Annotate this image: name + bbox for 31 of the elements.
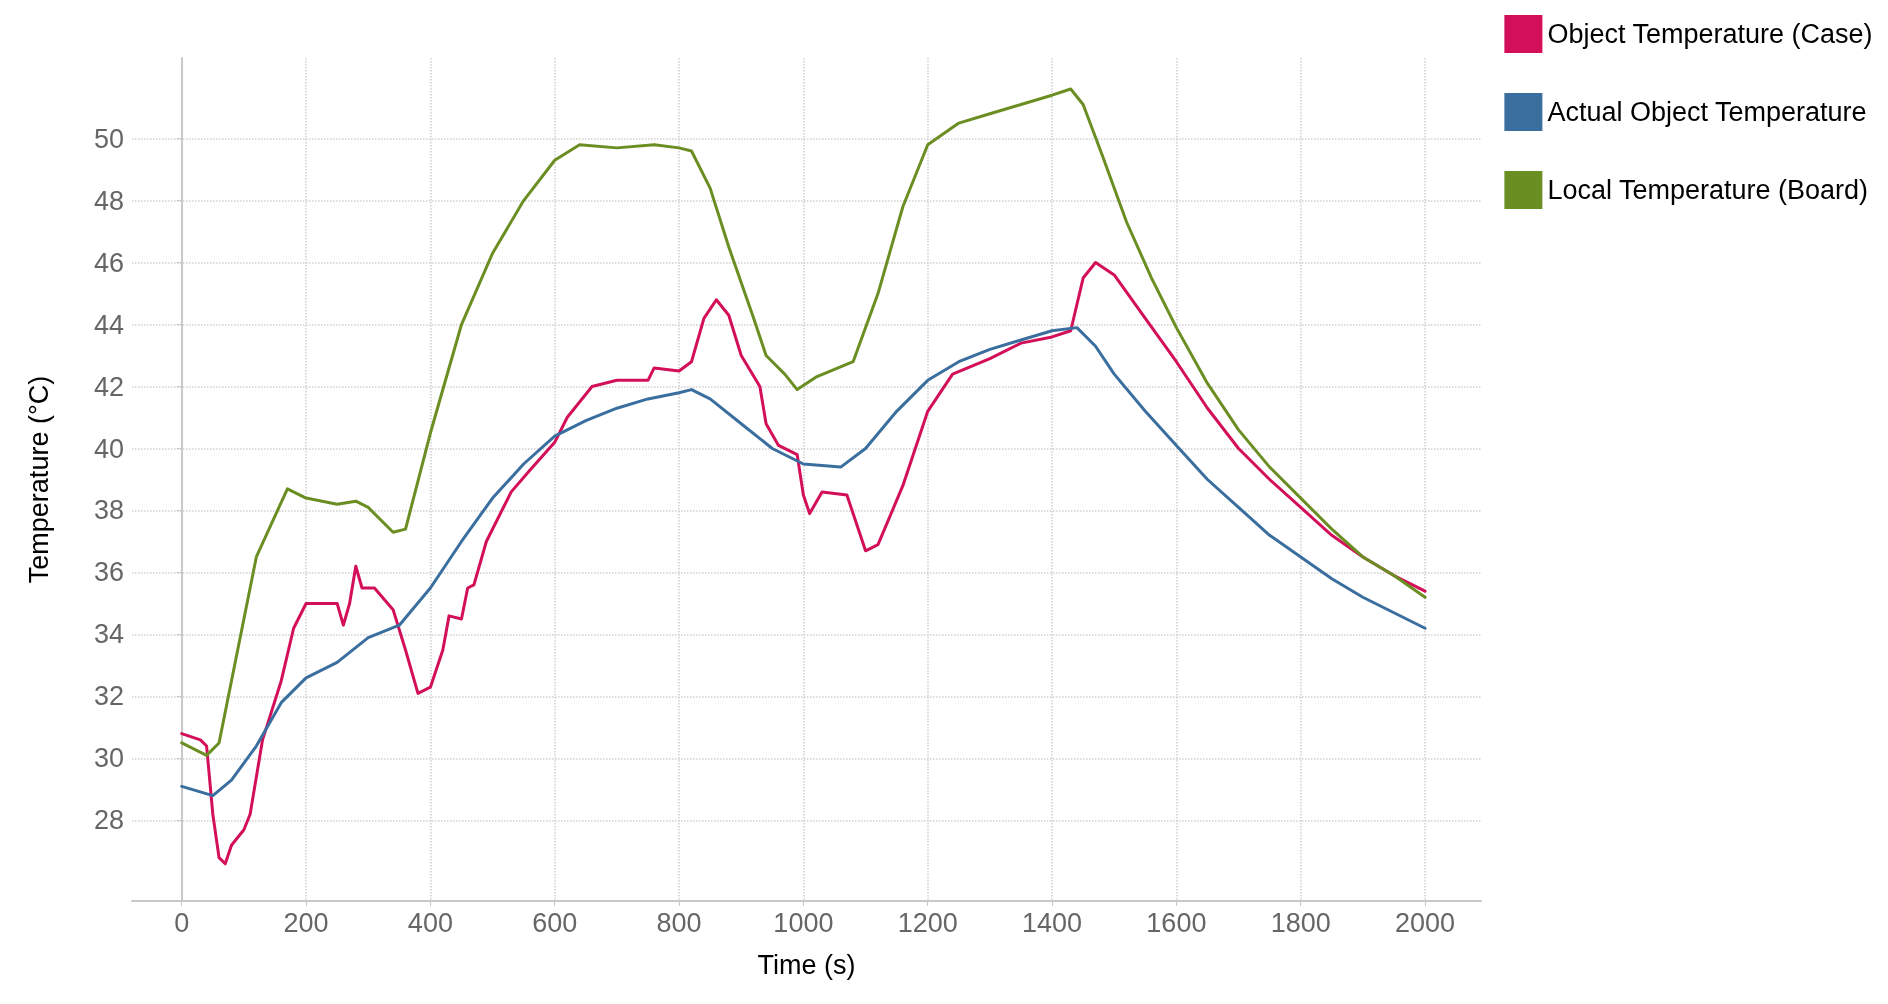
y-tick-label: 44: [93, 309, 124, 340]
x-tick-label: 600: [532, 907, 578, 938]
y-axis-title: Temperature (°C): [23, 375, 54, 584]
line-series: [180, 261, 1427, 866]
legend-label: Object Temperature (Case): [1547, 19, 1873, 49]
y-tick-label: 30: [93, 743, 124, 774]
y-tick-label: 46: [93, 247, 124, 278]
line-series: [180, 87, 1427, 757]
y-tick-label: 38: [93, 495, 124, 526]
legend-label: Local Temperature (Board): [1547, 175, 1869, 205]
x-tick-label: 1600: [1146, 907, 1207, 938]
y-tick-label: 48: [93, 185, 124, 216]
x-tick-label: 1400: [1022, 907, 1083, 938]
y-tick-label: 28: [93, 805, 124, 836]
x-tick-label: 2000: [1395, 907, 1456, 938]
x-tick-label: 400: [407, 907, 453, 938]
x-tick-label: 1000: [773, 907, 834, 938]
x-tick-label: 800: [656, 907, 702, 938]
line-series: [180, 326, 1427, 798]
y-tick-label: 32: [93, 681, 124, 712]
x-tick-label: 0: [174, 907, 190, 938]
y-tick-label: 36: [93, 557, 124, 588]
y-tick-label: 40: [93, 433, 124, 464]
y-tick-label: 42: [93, 371, 124, 402]
x-tick-label: 200: [283, 907, 329, 938]
x-tick-label: 1200: [897, 907, 958, 938]
x-axis-title: Time (s): [757, 949, 856, 980]
legend-label: Actual Object Temperature: [1547, 97, 1867, 127]
y-tick-label: 34: [93, 619, 124, 650]
x-tick-label: 1800: [1270, 907, 1331, 938]
y-tick-label: 50: [93, 123, 124, 154]
